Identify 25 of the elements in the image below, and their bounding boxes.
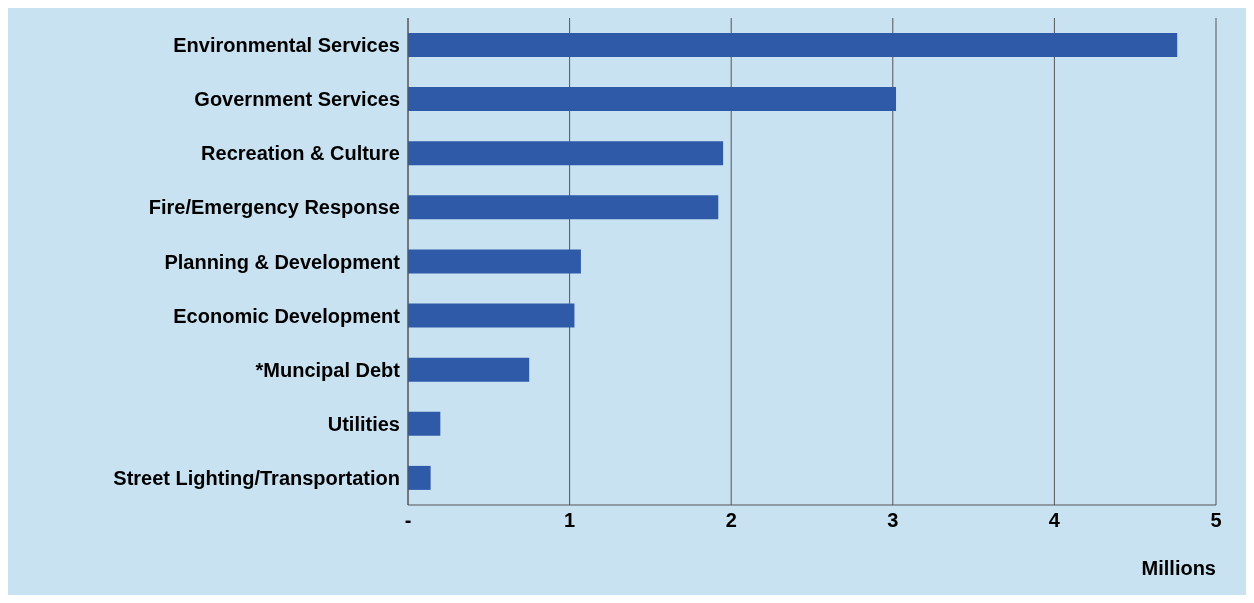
x-tick-label: 2 xyxy=(725,509,737,532)
y-tick-label: Fire/Emergency Response xyxy=(148,196,400,219)
x-tick-label: 3 xyxy=(887,509,899,532)
bar xyxy=(408,33,1178,57)
bar xyxy=(408,249,581,274)
bar xyxy=(408,141,724,166)
x-axis-title: Millions xyxy=(1141,557,1216,579)
y-tick-label: Planning & Development xyxy=(164,250,401,273)
y-tick-label: Environmental Services xyxy=(173,34,400,57)
bar xyxy=(408,87,897,112)
x-tick-label: 4 xyxy=(1048,509,1061,532)
x-tick-label: 1 xyxy=(564,509,576,532)
y-tick-label: Economic Development xyxy=(173,304,401,327)
x-tick-label: - xyxy=(404,509,412,532)
y-tick-label: Government Services xyxy=(194,88,400,111)
bar xyxy=(408,357,530,382)
bar xyxy=(408,465,431,490)
y-tick-label: Utilities xyxy=(327,412,400,435)
y-tick-label: Recreation & Culture xyxy=(201,142,400,165)
bar xyxy=(408,195,719,220)
y-tick-label: *Muncipal Debt xyxy=(255,358,401,381)
bar xyxy=(408,303,575,328)
bar xyxy=(408,411,441,436)
x-tick-label: 5 xyxy=(1210,509,1222,532)
y-tick-label: Street Lighting/Transportation xyxy=(113,467,400,490)
